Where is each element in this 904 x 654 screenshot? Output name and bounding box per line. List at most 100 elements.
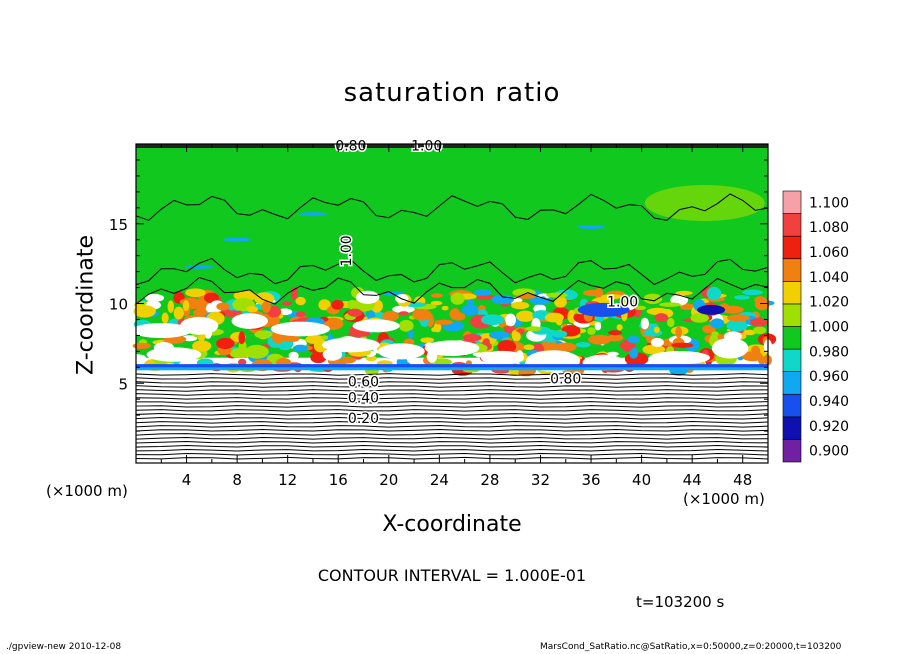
cloud-patch bbox=[711, 337, 749, 359]
cloud-patch bbox=[146, 347, 202, 362]
contour-label: 0.40 bbox=[348, 390, 379, 406]
band-cell bbox=[642, 344, 666, 355]
x-unit-label-left: (×1000 m) bbox=[46, 482, 128, 500]
band-cell bbox=[382, 310, 399, 322]
colorbar-block bbox=[782, 190, 802, 214]
contour-line bbox=[135, 452, 769, 456]
band-cell bbox=[430, 301, 443, 306]
band-cell bbox=[182, 300, 190, 312]
band-cell bbox=[246, 305, 259, 313]
x-tick-label: 48 bbox=[733, 471, 752, 489]
band-cell bbox=[743, 329, 757, 336]
band-cell bbox=[512, 331, 521, 342]
contour-interval-label: CONTOUR INTERVAL = 1.000E-01 bbox=[317, 566, 587, 585]
band-cell bbox=[144, 293, 165, 302]
band-cell bbox=[398, 319, 414, 332]
x-tick-label: 44 bbox=[683, 471, 702, 489]
band-cell bbox=[667, 317, 675, 328]
band-base-strip-2 bbox=[136, 367, 768, 371]
band-cell bbox=[412, 309, 432, 321]
band-cell bbox=[653, 326, 660, 334]
x-tick-label: 20 bbox=[379, 471, 398, 489]
band-cell bbox=[525, 326, 542, 332]
band-cell bbox=[321, 335, 329, 340]
band-cell bbox=[337, 356, 356, 364]
colorbar-label: 0.920 bbox=[809, 419, 849, 435]
contour-line bbox=[135, 421, 769, 424]
band-cell bbox=[749, 317, 768, 327]
contour-line bbox=[135, 381, 769, 384]
colorbar-block bbox=[782, 258, 802, 282]
top-strip bbox=[136, 144, 768, 148]
band-cell bbox=[192, 340, 212, 352]
band-cell bbox=[192, 308, 208, 317]
contour-line bbox=[135, 397, 769, 400]
contour-line bbox=[135, 437, 769, 440]
band-cell bbox=[505, 313, 516, 327]
x-unit-label-right: (×1000 m) bbox=[683, 490, 765, 508]
band-cell bbox=[313, 338, 328, 353]
contour-line bbox=[135, 257, 769, 286]
cloud-patch bbox=[180, 316, 219, 335]
band-cell bbox=[203, 292, 220, 304]
x-tick-label: 16 bbox=[329, 471, 348, 489]
colorbar-block bbox=[782, 371, 802, 395]
band-cell bbox=[233, 290, 258, 302]
band-cell bbox=[346, 299, 358, 310]
band-cell bbox=[491, 294, 514, 305]
colorbar-label: 0.980 bbox=[809, 344, 849, 360]
band-cell bbox=[575, 342, 591, 348]
contour-line bbox=[135, 425, 769, 428]
band-cell bbox=[293, 344, 308, 352]
x-tick-label: 8 bbox=[232, 471, 242, 489]
band-cell bbox=[310, 352, 327, 364]
dry-patch bbox=[697, 304, 726, 315]
band-cell bbox=[244, 344, 269, 359]
band-cell bbox=[750, 345, 761, 358]
contour-line bbox=[135, 377, 769, 380]
band-cell bbox=[226, 310, 239, 317]
band-cell bbox=[516, 310, 535, 322]
band-cell bbox=[398, 311, 409, 316]
contour-line bbox=[135, 193, 769, 221]
contour-label: 0.80 bbox=[550, 371, 581, 387]
band-cell bbox=[463, 306, 476, 315]
band-cell bbox=[173, 306, 184, 320]
band-cell bbox=[475, 352, 483, 358]
band-cell bbox=[288, 351, 299, 360]
y-tick-label: 15 bbox=[109, 216, 128, 234]
band-cell bbox=[616, 324, 623, 331]
contour-label: 0.20 bbox=[348, 411, 379, 427]
colorbar-block bbox=[782, 326, 802, 350]
band-cell bbox=[161, 312, 169, 324]
cloud-patch bbox=[352, 319, 400, 333]
field-layer bbox=[126, 144, 777, 463]
cloud-patch bbox=[378, 343, 425, 360]
band-cell bbox=[619, 341, 636, 350]
band-cell bbox=[594, 322, 602, 331]
contour-line bbox=[135, 417, 769, 420]
time-label: t=103200 s bbox=[636, 593, 725, 611]
band-cell bbox=[567, 309, 577, 324]
band-cell bbox=[295, 311, 306, 318]
band-cell bbox=[185, 288, 206, 298]
band-cell bbox=[216, 337, 235, 350]
contour-line bbox=[135, 401, 769, 404]
contour-label: 0.60 bbox=[348, 374, 379, 390]
band-cell bbox=[643, 293, 663, 305]
band-cell bbox=[511, 301, 530, 310]
band-cell bbox=[554, 342, 577, 352]
band-cell bbox=[546, 292, 568, 298]
band-cell bbox=[431, 327, 438, 333]
band-cell bbox=[587, 327, 596, 336]
x-tick-label: 40 bbox=[632, 471, 651, 489]
colorbar-label: 1.080 bbox=[809, 220, 849, 236]
contour-label: 1.00 bbox=[411, 138, 442, 154]
band-cell bbox=[482, 338, 491, 346]
contour-line bbox=[135, 385, 769, 388]
colorbar-label: 0.900 bbox=[809, 444, 849, 460]
cloud-patch bbox=[480, 350, 525, 365]
band-cell bbox=[238, 358, 247, 366]
band-cell bbox=[629, 347, 639, 359]
band-cell bbox=[295, 296, 306, 306]
